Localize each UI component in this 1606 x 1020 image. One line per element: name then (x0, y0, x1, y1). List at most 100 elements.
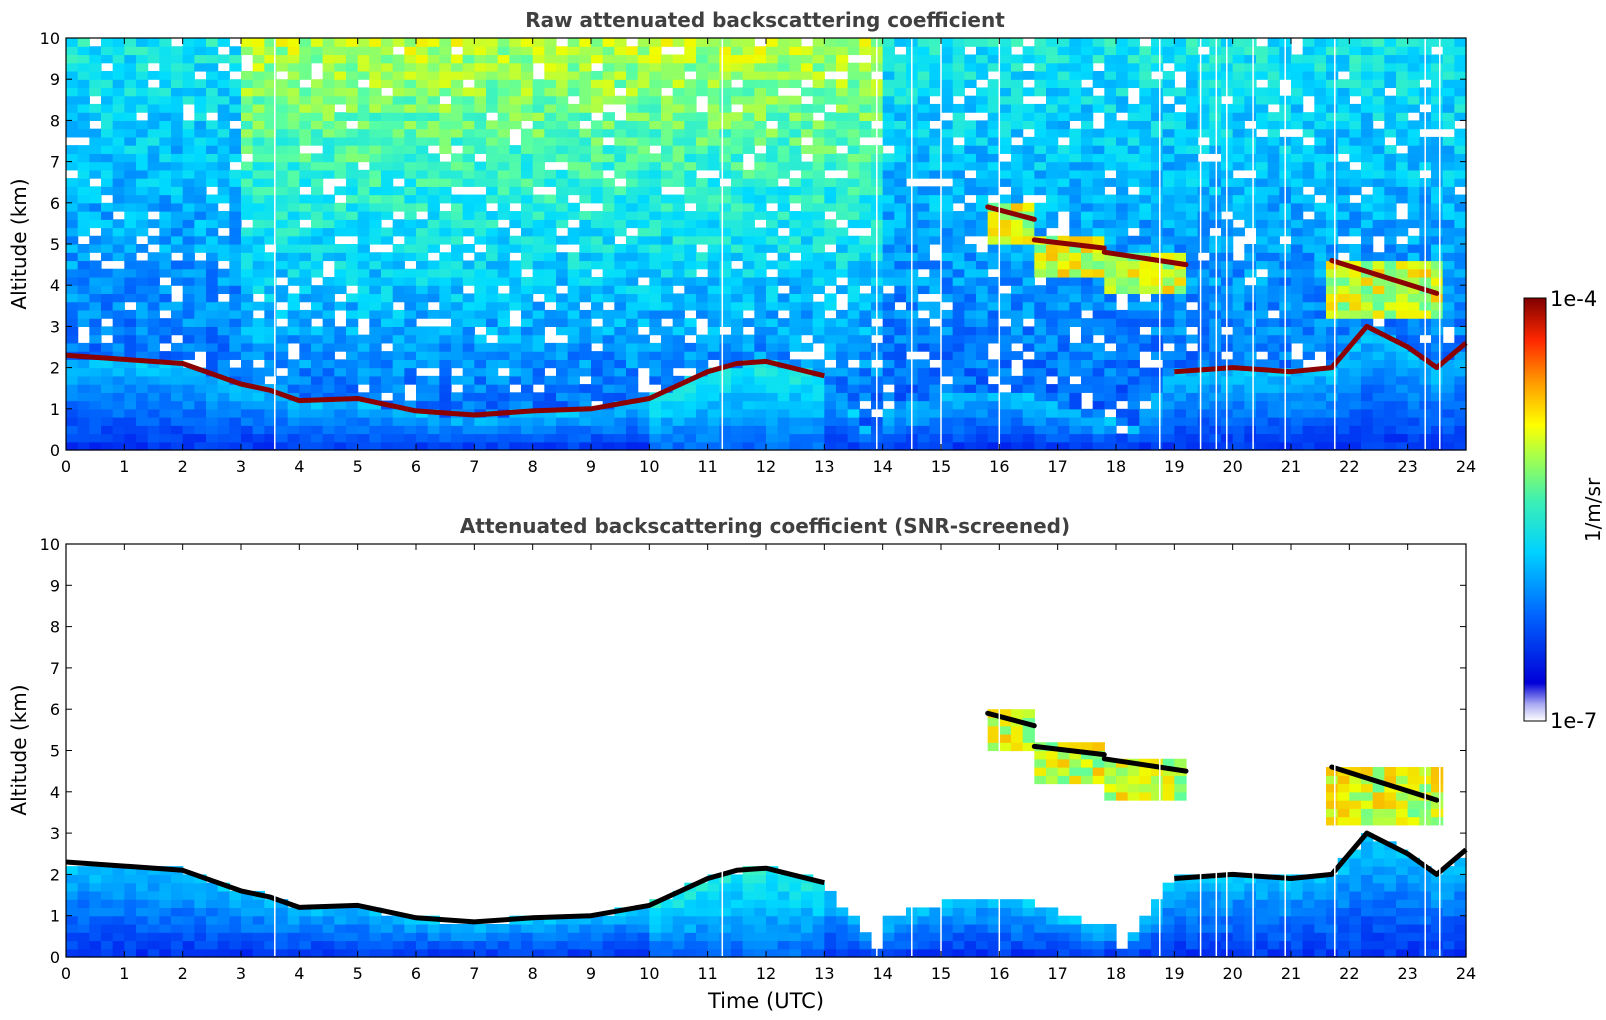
heatmap-cell (964, 268, 977, 278)
heatmap-cell (194, 178, 207, 187)
heatmap-cell (136, 103, 149, 113)
heatmap-cell (497, 46, 510, 56)
heatmap-cell (999, 433, 1012, 443)
heatmap-cell (439, 276, 452, 286)
heatmap-cell (416, 375, 429, 385)
heatmap-cell (1081, 153, 1094, 163)
heatmap-cell (182, 342, 195, 352)
heatmap-cell (812, 120, 825, 130)
heatmap-cell (976, 54, 989, 64)
heatmap-cell (637, 227, 650, 237)
heatmap-cell (439, 169, 452, 179)
heatmap-cell (1034, 145, 1047, 154)
heatmap-cell (439, 186, 452, 196)
heatmap-cell (66, 301, 79, 311)
heatmap-cell (311, 178, 324, 187)
heatmap-cell (357, 400, 370, 410)
heatmap-cell (1291, 202, 1304, 212)
heatmap-cell (1326, 186, 1339, 196)
heatmap-cell (917, 169, 930, 179)
heatmap-cell (241, 87, 254, 97)
heatmap-cell (824, 301, 837, 311)
heatmap-cell (847, 260, 860, 270)
heatmap-cell (719, 268, 732, 278)
heatmap-cell (89, 112, 102, 121)
heatmap-cell (649, 128, 662, 138)
heatmap-cell (427, 186, 440, 196)
heatmap-cell (661, 202, 674, 212)
heatmap-cell (719, 95, 732, 105)
heatmap-cell (754, 178, 767, 187)
heatmap-cell (1314, 145, 1327, 154)
heatmap-cell (847, 128, 860, 138)
heatmap-cell (509, 54, 522, 64)
heatmap-cell (124, 244, 137, 253)
heatmap-cell (404, 441, 417, 451)
heatmap-cell (1302, 375, 1315, 385)
heatmap-cell (1162, 211, 1175, 220)
heatmap-cell (1057, 153, 1070, 163)
heatmap-cell (509, 293, 522, 303)
heatmap-cell (322, 285, 335, 295)
heatmap-cell (252, 46, 265, 56)
heatmap-cell (602, 112, 615, 121)
heatmap-cell (77, 293, 90, 303)
heatmap-cell (1256, 136, 1269, 146)
heatmap-cell (346, 128, 359, 138)
heatmap-cell (789, 301, 802, 311)
heatmap-cell (299, 178, 312, 187)
heatmap-cell (1104, 425, 1117, 435)
heatmap-cell (101, 70, 114, 80)
heatmap-cell (1116, 375, 1129, 385)
heatmap-cell (206, 54, 219, 64)
heatmap-cell (1092, 161, 1105, 171)
heatmap-cell (987, 417, 1000, 426)
heatmap-cell (1256, 54, 1269, 64)
heatmap-cell (451, 425, 464, 435)
heatmap-cell (1326, 441, 1339, 451)
heatmap-cell (112, 309, 125, 319)
heatmap-cell (1256, 219, 1269, 229)
heatmap-cell (964, 79, 977, 89)
heatmap-cell (894, 194, 907, 204)
heatmap-cell (206, 334, 219, 344)
heatmap-cell (742, 367, 755, 377)
heatmap-cell (1022, 433, 1035, 443)
heatmap-cell (462, 38, 475, 47)
heatmap-cell (299, 202, 312, 212)
heatmap-cell (416, 425, 429, 435)
heatmap-cell (917, 161, 930, 171)
heatmap-cell (707, 235, 720, 245)
heatmap-cell (427, 334, 440, 344)
heatmap-cell (579, 178, 592, 187)
heatmap-cell (707, 136, 720, 146)
heatmap-cell (416, 87, 429, 97)
heatmap-cell (1127, 202, 1140, 212)
heatmap-cell (626, 211, 639, 220)
heatmap-cell (1022, 178, 1035, 187)
heatmap-cell (439, 384, 452, 393)
heatmap-cell (357, 417, 370, 426)
heatmap-cell (427, 227, 440, 237)
heatmap-cell (614, 202, 627, 212)
heatmap-cell (789, 400, 802, 410)
heatmap-cell (171, 219, 184, 229)
heatmap-cell (684, 392, 697, 402)
heatmap-cell (509, 169, 522, 179)
heatmap-cell (1162, 417, 1175, 426)
heatmap-cell (89, 186, 102, 196)
heatmap-cell (952, 120, 965, 130)
heatmap-cell (89, 441, 102, 451)
heatmap-cell (847, 120, 860, 130)
heatmap-cell (1046, 87, 1059, 97)
heatmap-cell (1057, 400, 1070, 410)
heatmap-cell (416, 38, 429, 47)
heatmap-cell (1139, 211, 1152, 220)
heatmap-cell (171, 103, 184, 113)
heatmap-cell (789, 433, 802, 443)
heatmap-cell (66, 342, 79, 352)
heatmap-cell (742, 70, 755, 80)
heatmap-cell (509, 62, 522, 72)
heatmap-cell (311, 161, 324, 171)
heatmap-cell (1314, 309, 1327, 319)
